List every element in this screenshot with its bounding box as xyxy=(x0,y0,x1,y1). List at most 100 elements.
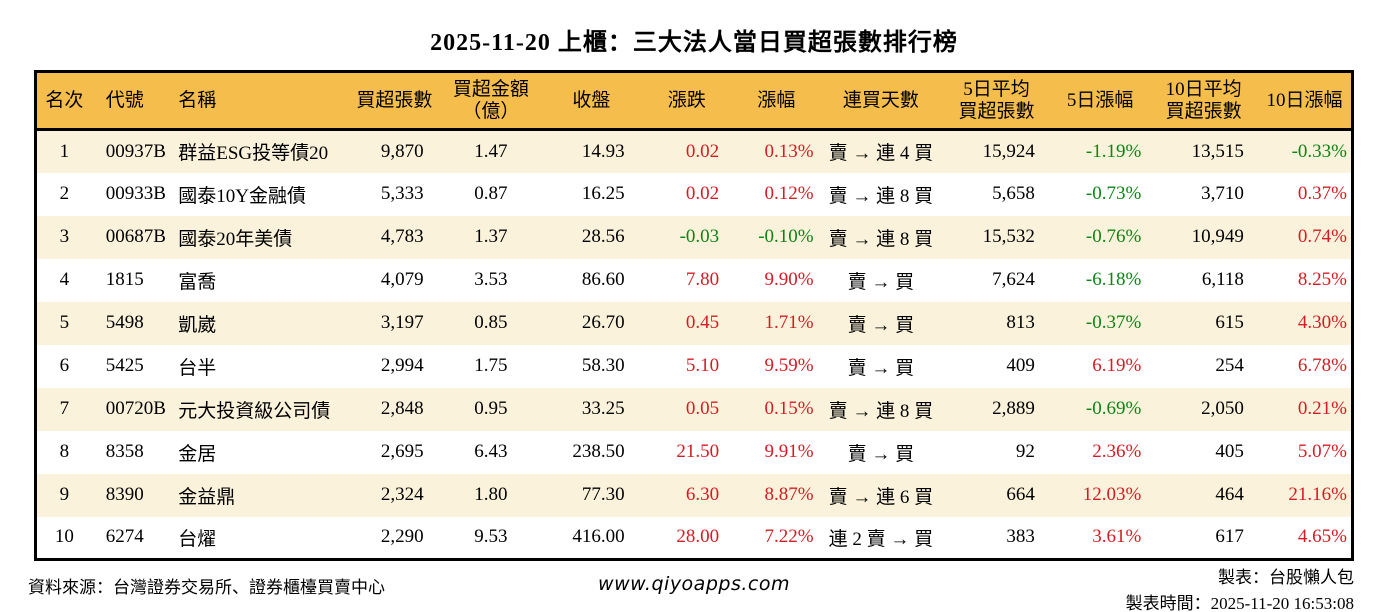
cell-name: 台半 xyxy=(178,357,217,379)
col-header-amount: 買超金額 （億） xyxy=(439,71,543,131)
ranking-table: 名次 代號 名稱 買超張數 買超金額 （億） 收盤 漲跌 漲幅 連買天數 5日平均 買超張數 5日漲… xyxy=(34,70,1354,561)
table-row: 8 8358 金居 2,695 6.43 238.50 21.50 9.91% 賣 → 買 92 2… xyxy=(35,430,1353,474)
footer: 資料來源：台灣證券交易所、證券櫃檯買賣中心 www.qiyoapps.com 製… xyxy=(28,565,1354,612)
cell-change: 5.10 xyxy=(685,355,720,376)
cell-amount: 0.87 xyxy=(474,183,508,204)
cell-pct10: 4.30% xyxy=(1297,312,1347,333)
col-header-change: 漲跌 xyxy=(640,71,734,131)
col-header-rank: 名次 xyxy=(35,71,92,131)
cell-net_buy: 2,848 xyxy=(380,398,424,419)
cell-change_pct: 7.22% xyxy=(764,526,814,548)
cell-amount: 1.80 xyxy=(474,484,508,505)
cell-code: 8358 xyxy=(105,441,144,462)
col-header-close: 收盤 xyxy=(542,71,641,131)
cell-rank: 5 xyxy=(59,312,70,333)
cell-code: 00720B xyxy=(105,398,166,419)
cell-code: 5425 xyxy=(105,355,144,376)
cell-change_pct: 0.13% xyxy=(764,140,814,162)
col-header-avg10: 10日平均 買超張數 xyxy=(1149,71,1258,131)
maker-credit: 製表：台股懶人包 xyxy=(1218,568,1354,587)
cell-pct5: -1.19% xyxy=(1085,140,1142,162)
col-header-name: 名稱 xyxy=(172,71,350,131)
cell-code: 00687B xyxy=(105,226,166,247)
made-timestamp: 製表時間：2025-11-20 16:53:08 xyxy=(1125,593,1354,612)
cell-pct10: 0.74% xyxy=(1297,226,1347,247)
cell-avg10: 617 xyxy=(1215,526,1244,548)
cell-close: 16.25 xyxy=(581,183,625,204)
cell-rank: 4 xyxy=(59,269,70,290)
cell-name: 群益ESG投等債20 xyxy=(178,143,329,165)
cell-close: 58.30 xyxy=(581,355,625,376)
data-source-note: 資料來源：台灣證券交易所、證券櫃檯買賣中心 xyxy=(28,578,385,597)
cell-streak: 連 2 賣 → 買 xyxy=(828,528,934,550)
cell-amount: 1.47 xyxy=(474,140,508,162)
cell-name: 凱崴 xyxy=(178,314,217,336)
cell-pct10: -0.33% xyxy=(1291,140,1347,162)
cell-pct5: 2.36% xyxy=(1092,441,1142,462)
cell-amount: 9.53 xyxy=(474,526,508,548)
cell-name: 金益鼎 xyxy=(178,486,236,508)
cell-avg10: 464 xyxy=(1215,484,1244,505)
col-header-net_buy: 買超張數 xyxy=(349,71,440,131)
cell-pct5: 3.61% xyxy=(1092,526,1142,548)
cell-pct5: 6.19% xyxy=(1092,355,1142,376)
cell-close: 33.25 xyxy=(581,398,625,419)
cell-net_buy: 4,783 xyxy=(380,226,424,247)
cell-pct10: 21.16% xyxy=(1288,484,1347,505)
table-row: 7 00720B 元大投資級公司債 2,848 0.95 33.25 0.05 0.15% 賣 … xyxy=(35,387,1353,431)
cell-rank: 1 xyxy=(59,140,70,162)
cell-change_pct: 9.90% xyxy=(764,269,814,290)
cell-name: 元大投資級公司債 xyxy=(178,400,331,422)
cell-avg10: 405 xyxy=(1215,441,1244,462)
col-header-pct10: 10日漲幅 xyxy=(1257,71,1353,131)
table-row: 10 6274 台燿 2,290 9.53 416.00 28.00 7.22% 連 2 賣 →… xyxy=(35,516,1353,560)
cell-change_pct: 9.91% xyxy=(764,441,814,462)
cell-rank: 10 xyxy=(54,526,74,548)
cell-net_buy: 2,290 xyxy=(380,526,424,548)
col-header-pct5: 5日漲幅 xyxy=(1050,71,1150,131)
header-row: 名次 代號 名稱 買超張數 買超金額 （億） 收盤 漲跌 漲幅 連買天數 5日平均 買超張數 5日漲… xyxy=(35,71,1353,131)
cell-amount: 1.37 xyxy=(474,226,508,247)
cell-avg10: 10,949 xyxy=(1191,226,1244,247)
cell-pct10: 4.65% xyxy=(1297,526,1347,548)
cell-code: 6274 xyxy=(105,526,144,548)
col-header-change_pct: 漲幅 xyxy=(733,71,820,131)
cell-rank: 9 xyxy=(59,484,70,505)
cell-close: 28.56 xyxy=(581,226,625,247)
credits-block: 製表：台股懶人包 製表時間：2025-11-20 16:53:08 xyxy=(1126,565,1354,612)
cell-pct5: -0.76% xyxy=(1085,226,1142,247)
cell-pct5: 12.03% xyxy=(1082,484,1142,505)
cell-avg10: 3,710 xyxy=(1201,183,1244,204)
cell-streak: 賣 → 買 xyxy=(847,357,915,379)
cell-amount: 0.95 xyxy=(474,398,508,419)
cell-net_buy: 2,994 xyxy=(380,355,424,376)
cell-pct10: 0.37% xyxy=(1297,183,1347,204)
col-header-avg5: 5日平均 買超張數 xyxy=(942,71,1051,131)
cell-avg5: 92 xyxy=(1015,441,1035,462)
cell-name: 國泰20年美債 xyxy=(178,228,293,250)
cell-change: 7.80 xyxy=(685,269,720,290)
cell-change_pct: 1.71% xyxy=(764,312,814,333)
cell-rank: 7 xyxy=(59,398,70,419)
col-header-code: 代號 xyxy=(91,71,173,131)
cell-streak: 賣 → 連 8 買 xyxy=(828,185,934,207)
table-row: 3 00687B 國泰20年美債 4,783 1.37 28.56 -0.03 -0.10% 賣… xyxy=(35,215,1353,259)
cell-avg5: 15,532 xyxy=(982,226,1035,247)
cell-avg5: 409 xyxy=(1006,355,1035,376)
table-row: 5 5498 凱崴 3,197 0.85 26.70 0.45 1.71% 賣 → 買 813 -0… xyxy=(35,301,1353,345)
cell-pct5: -0.73% xyxy=(1085,183,1142,204)
cell-net_buy: 9,870 xyxy=(380,140,424,162)
cell-net_buy: 3,197 xyxy=(380,312,424,333)
cell-net_buy: 4,079 xyxy=(380,269,424,290)
cell-pct10: 8.25% xyxy=(1297,269,1347,290)
cell-avg10: 13,515 xyxy=(1191,140,1244,162)
cell-streak: 賣 → 連 4 買 xyxy=(828,143,934,165)
cell-avg10: 6,118 xyxy=(1201,269,1244,290)
cell-streak: 賣 → 連 8 買 xyxy=(828,400,934,422)
cell-streak: 賣 → 買 xyxy=(847,314,915,336)
cell-change: 0.02 xyxy=(685,140,720,162)
col-header-streak: 連買天數 xyxy=(819,71,943,131)
cell-name: 國泰10Y金融債 xyxy=(178,185,306,207)
cell-avg5: 7,624 xyxy=(992,269,1035,290)
